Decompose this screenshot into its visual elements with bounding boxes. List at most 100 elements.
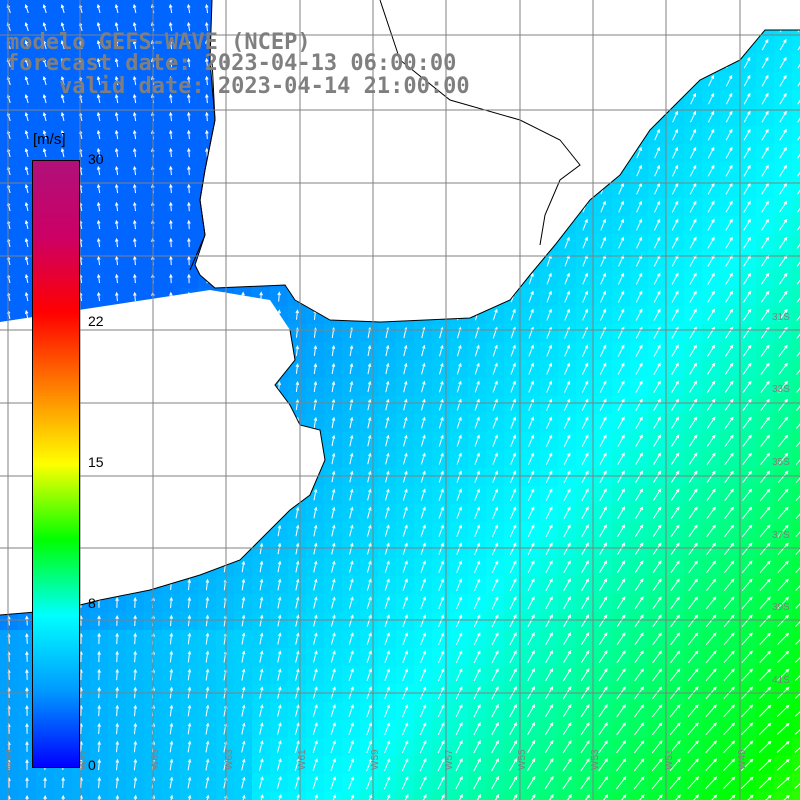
wind-arrow bbox=[635, 471, 643, 483]
wind-arrow-head bbox=[204, 3, 209, 8]
wind-arrow bbox=[778, 255, 788, 267]
wind-arrow bbox=[617, 291, 625, 303]
wind-arrow bbox=[724, 525, 734, 537]
wind-arrow-head bbox=[585, 452, 589, 457]
wind-arrow bbox=[25, 256, 29, 266]
wind-arrow-head bbox=[585, 560, 589, 565]
wind-arrow bbox=[545, 507, 553, 519]
wind-arrow-head bbox=[657, 488, 662, 493]
wind-arrow-head bbox=[422, 578, 426, 583]
wind-arrow bbox=[134, 238, 136, 248]
wind-arrow bbox=[707, 129, 715, 141]
wind-arrow bbox=[582, 327, 588, 339]
wind-arrow bbox=[169, 4, 173, 14]
wind-arrow-head bbox=[241, 291, 245, 296]
wind-arrow bbox=[206, 112, 208, 122]
wind-arrow bbox=[742, 435, 752, 447]
wind-arrow-head bbox=[656, 218, 661, 223]
wind-arrow bbox=[420, 471, 426, 483]
wind-arrow-head bbox=[602, 308, 607, 313]
wind-cell bbox=[792, 558, 800, 576]
wind-arrow-head bbox=[693, 200, 697, 205]
wind-arrow bbox=[170, 130, 172, 140]
wind-arrow-head bbox=[766, 434, 771, 439]
wind-cell bbox=[792, 450, 800, 468]
wind-arrow bbox=[402, 453, 408, 465]
wind-arrow bbox=[706, 363, 716, 375]
wind-arrow-head bbox=[784, 344, 788, 349]
wind-arrow bbox=[474, 489, 480, 501]
wind-arrow-head bbox=[765, 236, 770, 241]
wind-arrow bbox=[510, 363, 516, 375]
wind-arrow bbox=[635, 345, 643, 357]
wind-cell bbox=[162, 792, 180, 800]
wind-arrow bbox=[331, 561, 335, 573]
wind-arrow bbox=[331, 543, 335, 555]
wind-arrow-head bbox=[692, 110, 697, 115]
wind-arrow-head bbox=[767, 578, 771, 583]
wind-arrow bbox=[581, 489, 589, 501]
wind-arrow bbox=[617, 399, 625, 411]
wind-arrow bbox=[653, 345, 661, 357]
wind-arrow-head bbox=[585, 398, 589, 403]
wind-arrow bbox=[725, 237, 733, 249]
wind-arrow-head bbox=[169, 237, 173, 242]
wind-arrow-head bbox=[748, 470, 753, 475]
wind-arrow-head bbox=[133, 237, 137, 242]
wind-cell bbox=[522, 792, 540, 800]
wind-arrow bbox=[616, 578, 626, 592]
wind-arrow-head bbox=[765, 182, 769, 187]
wind-arrow-head bbox=[675, 380, 679, 385]
wind-arrow bbox=[618, 219, 624, 231]
wind-arrow-head bbox=[512, 452, 517, 457]
wind-arrow bbox=[528, 273, 534, 285]
wind-arrow bbox=[349, 561, 353, 573]
wind-arrow bbox=[528, 363, 534, 375]
wind-arrow-head bbox=[602, 218, 606, 223]
wind-arrow-head bbox=[567, 470, 571, 475]
wind-arrow bbox=[599, 399, 607, 411]
wind-arrow-head bbox=[766, 488, 771, 493]
wind-arrow bbox=[403, 363, 407, 375]
wind-arrow-head bbox=[24, 147, 29, 153]
wind-arrow-head bbox=[694, 524, 698, 529]
wind-arrow bbox=[79, 220, 83, 230]
wind-arrow bbox=[760, 291, 770, 303]
wind-arrow bbox=[133, 166, 137, 176]
wind-arrow bbox=[61, 94, 65, 104]
wind-arrow-head bbox=[747, 200, 751, 205]
wind-arrow-head bbox=[712, 560, 717, 565]
wind-arrow bbox=[134, 256, 136, 266]
wind-arrow-head bbox=[584, 380, 589, 385]
wind-arrow-head bbox=[60, 147, 65, 153]
wind-arrow bbox=[188, 112, 190, 122]
wind-arrow-head bbox=[621, 506, 625, 511]
wind-arrow-head bbox=[584, 218, 588, 223]
wind-arrow bbox=[779, 75, 787, 87]
wind-arrow-head bbox=[531, 542, 535, 547]
wind-arrow bbox=[653, 435, 661, 447]
wind-arrow-head bbox=[603, 524, 607, 529]
wind-arrow-head bbox=[367, 362, 372, 367]
wind-arrow-head bbox=[656, 236, 661, 241]
wind-arrow-head bbox=[728, 74, 733, 79]
wind-arrow-head bbox=[693, 326, 697, 331]
wind-arrow bbox=[331, 346, 335, 356]
wind-arrow bbox=[688, 560, 698, 574]
wind-arrow-head bbox=[693, 290, 697, 295]
wind-arrow-head bbox=[187, 219, 191, 224]
wind-arrow bbox=[527, 560, 535, 574]
wind-arrow bbox=[760, 399, 770, 411]
wind-arrow bbox=[438, 507, 444, 519]
wind-arrow bbox=[97, 130, 101, 140]
wind-arrow bbox=[742, 291, 752, 303]
wind-arrow bbox=[509, 543, 517, 555]
wind-arrow bbox=[420, 507, 426, 519]
wind-arrow-head bbox=[784, 398, 789, 403]
wind-arrow-head bbox=[602, 200, 606, 205]
wind-arrow-head bbox=[729, 200, 733, 205]
wind-arrow-head bbox=[566, 236, 570, 241]
wind-arrow-head bbox=[187, 147, 191, 152]
wind-cell bbox=[792, 126, 800, 144]
wind-arrow bbox=[474, 579, 480, 591]
